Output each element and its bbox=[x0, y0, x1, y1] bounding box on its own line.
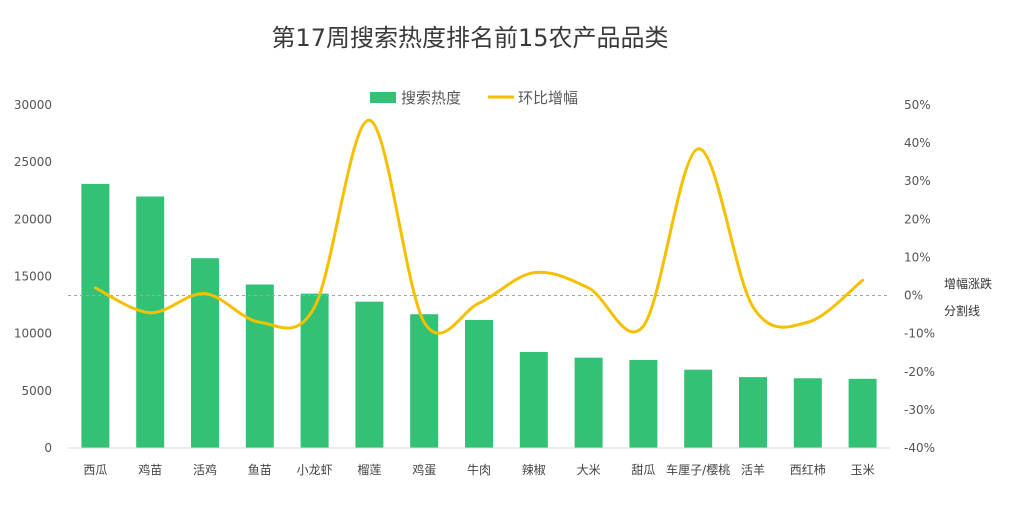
category-labels: 西瓜 鸡苗 活鸡 鱼苗 小龙虾 榴莲 鸡蛋 牛肉 辣椒 大米 甜瓜 车厘子/樱桃 活羊 西红柿 玉米 bbox=[83, 462, 874, 477]
left-axis: 30000 25000 20000 15000 10000 5000 0 bbox=[14, 98, 52, 455]
category-label: 小龙虾 bbox=[297, 463, 333, 477]
right-axis-tick: -20% bbox=[904, 365, 935, 379]
divider-annotation-line2: 分割线 bbox=[944, 303, 980, 318]
left-axis-tick: 10000 bbox=[14, 327, 52, 341]
category-label: 车厘子/樱桃 bbox=[666, 462, 730, 477]
category-label: 活鸡 bbox=[193, 462, 217, 477]
category-label: 西瓜 bbox=[83, 463, 107, 477]
bar bbox=[136, 196, 165, 448]
bar bbox=[355, 301, 384, 448]
category-label: 鱼苗 bbox=[248, 463, 272, 477]
divider-annotation-line1: 增幅涨跌 bbox=[944, 276, 992, 291]
legend: 搜索热度 环比增幅 bbox=[370, 89, 578, 107]
left-axis-tick: 15000 bbox=[14, 270, 52, 284]
left-axis-tick: 25000 bbox=[14, 155, 52, 169]
bar bbox=[739, 377, 767, 448]
bar bbox=[191, 258, 219, 448]
right-axis-tick: 20% bbox=[904, 212, 931, 226]
right-axis-tick: 30% bbox=[904, 174, 931, 188]
chart-title: 第17周搜索热度排名前15农产品品类 bbox=[271, 24, 668, 52]
category-label: 活羊 bbox=[741, 462, 765, 477]
right-axis-tick: 0% bbox=[904, 289, 923, 303]
bar bbox=[81, 183, 110, 448]
right-axis-tick: -40% bbox=[904, 441, 935, 455]
category-label: 鸡苗 bbox=[138, 462, 162, 477]
bar bbox=[574, 357, 603, 448]
legend-label-bar: 搜索热度 bbox=[401, 89, 461, 107]
category-label: 辣椒 bbox=[522, 463, 546, 477]
bar bbox=[793, 378, 822, 448]
right-axis-tick: -30% bbox=[904, 403, 935, 417]
legend-swatch-bar bbox=[370, 92, 396, 103]
right-axis: 50% 40% 30% 20% 10% 0% -10% -20% -30% -40% bbox=[904, 98, 935, 455]
category-label: 玉米 bbox=[851, 463, 875, 477]
category-label: 鸡蛋 bbox=[412, 462, 436, 477]
right-axis-tick: 10% bbox=[904, 250, 931, 264]
category-label: 牛肉 bbox=[467, 462, 491, 477]
left-axis-tick: 30000 bbox=[14, 98, 52, 112]
category-label: 大米 bbox=[577, 463, 601, 477]
bar bbox=[245, 284, 274, 448]
category-label: 西红柿 bbox=[790, 462, 826, 477]
left-axis-tick: 20000 bbox=[14, 212, 52, 226]
bar-series bbox=[81, 183, 877, 448]
bar bbox=[410, 314, 439, 448]
category-label: 榴莲 bbox=[357, 463, 381, 477]
category-label: 甜瓜 bbox=[631, 463, 655, 477]
right-axis-tick: 40% bbox=[904, 136, 931, 150]
bar bbox=[684, 369, 713, 448]
left-axis-tick: 0 bbox=[44, 441, 52, 455]
left-axis-tick: 5000 bbox=[21, 384, 52, 398]
right-axis-tick: -10% bbox=[904, 327, 935, 341]
bar bbox=[465, 319, 493, 448]
legend-label-line: 环比增幅 bbox=[518, 89, 578, 107]
bar bbox=[300, 293, 329, 448]
growth-line bbox=[93, 118, 865, 335]
bar bbox=[848, 378, 877, 448]
bar bbox=[519, 351, 548, 448]
bar bbox=[629, 359, 658, 448]
right-axis-tick: 50% bbox=[904, 98, 931, 112]
